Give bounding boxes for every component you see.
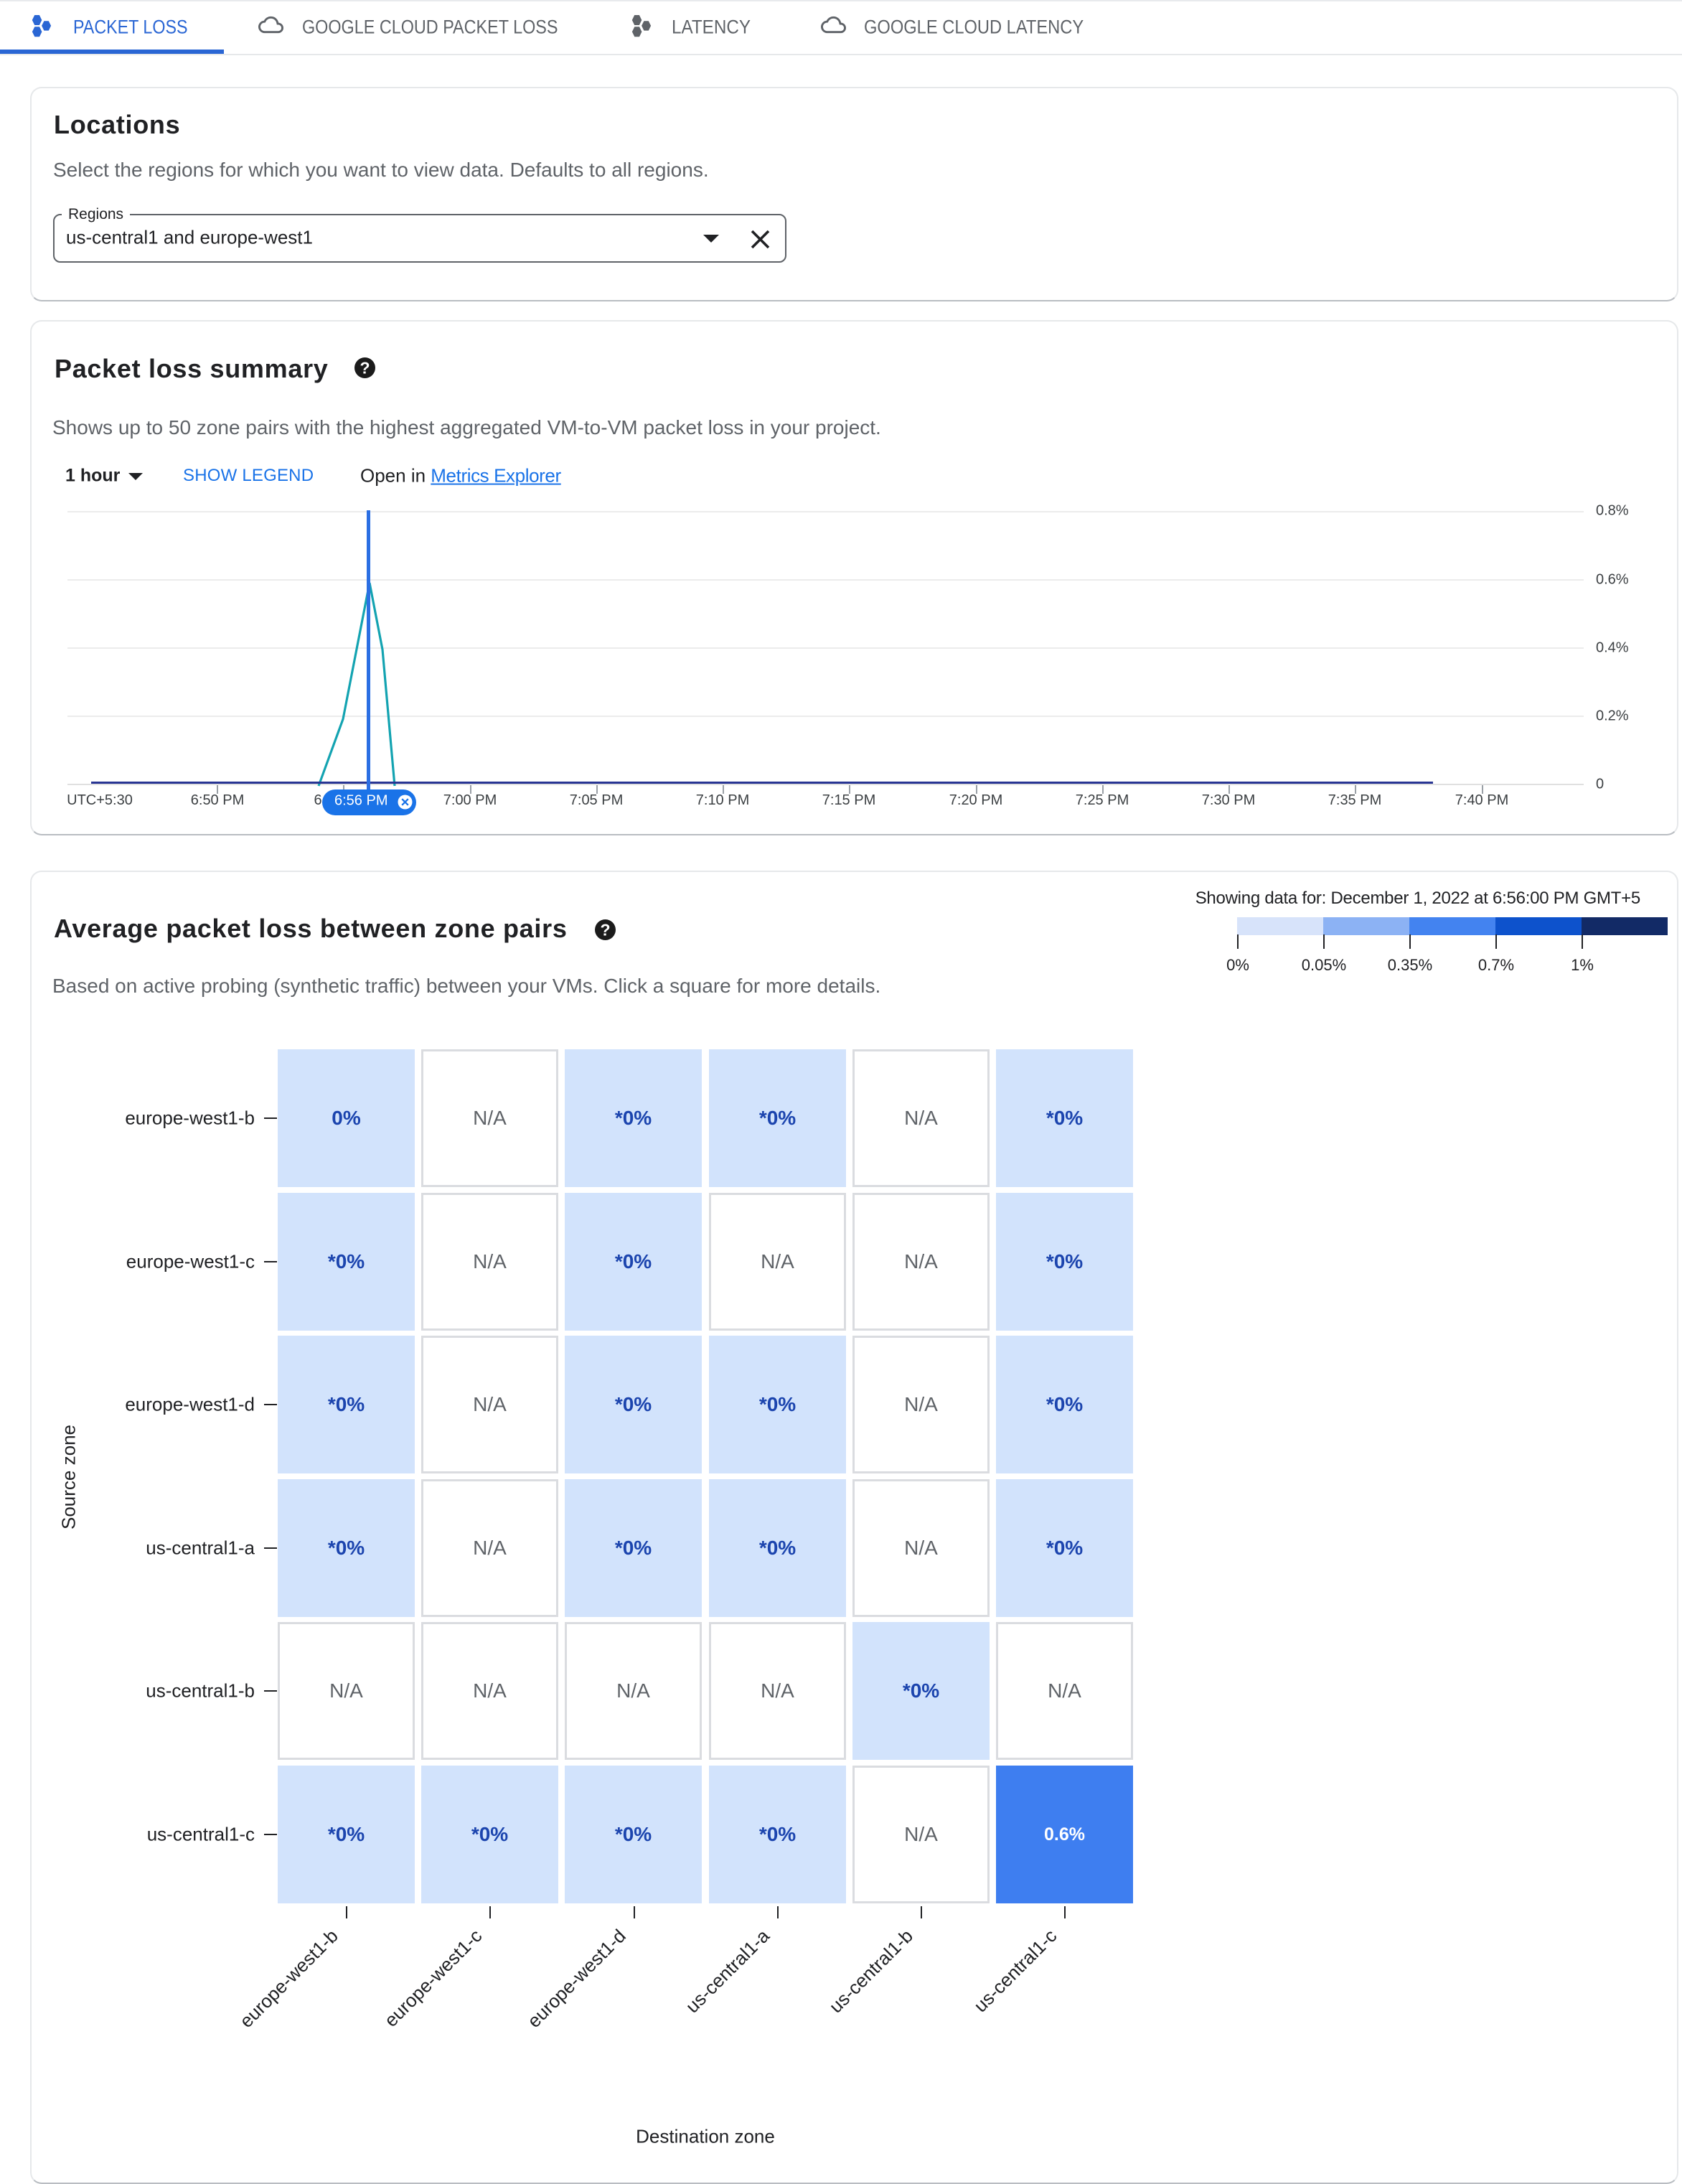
svg-text:?: ?: [600, 921, 610, 939]
svg-text:?: ?: [360, 359, 370, 378]
